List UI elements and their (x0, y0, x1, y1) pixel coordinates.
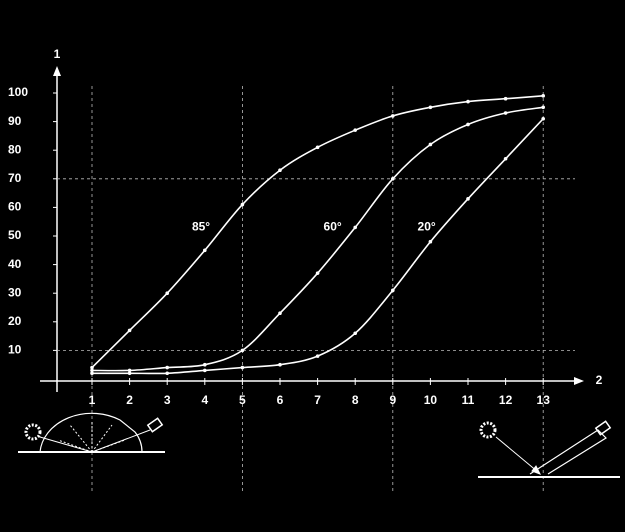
plot: 85° 60° 20° (90, 94, 545, 376)
x-tick-label: 9 (389, 393, 396, 407)
grid (57, 86, 575, 492)
data-point (353, 225, 358, 230)
x-tick-label: 5 (239, 393, 246, 407)
data-point (203, 362, 207, 367)
data-point (503, 96, 508, 101)
data-point (353, 331, 358, 336)
y-tick-label: 70 (8, 171, 22, 185)
data-point (278, 168, 282, 173)
left-illustration (18, 412, 165, 453)
y-tick-label: 80 (8, 142, 22, 156)
data-point (127, 371, 132, 376)
data-point (541, 105, 545, 110)
data-point (165, 291, 169, 296)
data-point (203, 248, 207, 253)
x-tick-label: 12 (499, 393, 513, 407)
data-point (90, 365, 94, 370)
x-tick-label: 4 (201, 393, 208, 407)
data-point (165, 365, 169, 370)
data-point (315, 145, 320, 150)
y-axis-arrow (53, 66, 61, 76)
x-tick-label: 8 (352, 393, 359, 407)
data-point (90, 371, 94, 376)
data-point (278, 362, 282, 367)
y-tick-label: 90 (8, 114, 22, 128)
data-point (165, 371, 169, 376)
y-tick-label: 40 (8, 257, 22, 271)
x-tick-label: 10 (424, 393, 438, 407)
data-point (353, 128, 358, 132)
data-point (466, 122, 470, 127)
data-point (391, 288, 395, 293)
x-tick-label: 7 (314, 393, 321, 407)
data-point (203, 368, 207, 373)
x-tick-label: 1 (89, 393, 96, 407)
data-point (503, 156, 508, 161)
x-axis-label: 2 (596, 373, 603, 387)
y-tick-label: 60 (8, 200, 22, 214)
data-point (428, 105, 433, 110)
series-label: 20° (418, 220, 436, 234)
data-point (541, 116, 545, 121)
data-point (127, 368, 132, 373)
y-tick-label: 10 (8, 343, 22, 357)
data-point (315, 354, 320, 358)
y-tick-label: 30 (8, 285, 22, 299)
data-point (541, 94, 545, 98)
y-tick-label: 50 (8, 228, 22, 242)
y-axis-label: 1 (54, 47, 61, 61)
series-label: 60° (324, 220, 342, 234)
data-point (466, 197, 470, 201)
data-point (391, 177, 395, 181)
data-point (240, 202, 245, 207)
data-point (315, 271, 320, 275)
x-tick-label: 3 (164, 393, 171, 407)
data-point (127, 328, 132, 333)
y-tick-label: 20 (8, 314, 22, 328)
data-point (466, 99, 470, 104)
data-point (428, 239, 433, 244)
data-point (278, 311, 282, 316)
x-tick-label: 11 (462, 393, 475, 407)
data-point (240, 348, 245, 353)
x-tick-label: 13 (537, 393, 551, 407)
x-axis-arrow (574, 377, 584, 385)
right-illustration (478, 420, 620, 478)
data-point (428, 142, 433, 147)
data-point (240, 365, 245, 370)
series-label: 85° (192, 220, 210, 234)
data-point (90, 368, 94, 373)
y-tick-label: 100 (8, 85, 28, 99)
x-tick-label: 2 (126, 393, 133, 407)
x-tick-label: 6 (277, 393, 284, 407)
data-point (391, 114, 395, 118)
data-point (503, 111, 508, 115)
